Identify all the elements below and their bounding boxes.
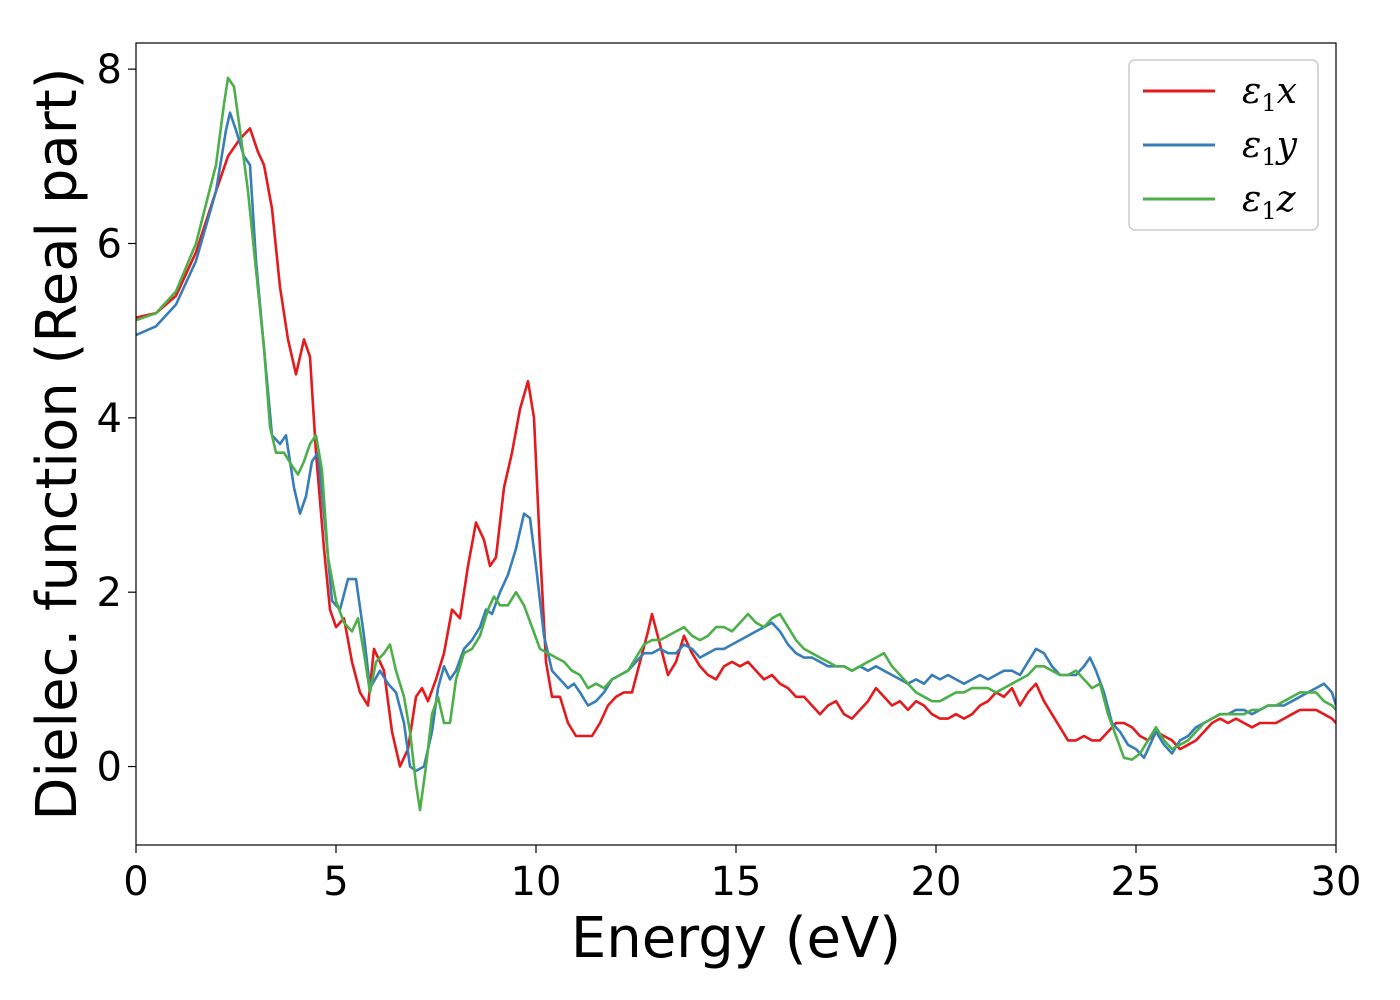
y-tick-label: 6 xyxy=(97,222,122,268)
x-tick-label: 25 xyxy=(1111,859,1162,905)
x-tick-label: 20 xyxy=(911,859,962,905)
y-tick-label: 2 xyxy=(97,570,122,616)
series-layer xyxy=(136,76,1336,812)
series-line-z xyxy=(136,76,1336,812)
y-axis: 0 2 4 6 8 xyxy=(97,47,136,791)
x-tick-label: 5 xyxy=(323,859,348,905)
x-tick-label: 10 xyxy=(511,859,562,905)
y-tick-label: 8 xyxy=(97,47,122,93)
y-axis-title: Dielec. function (Real part) xyxy=(25,67,90,820)
legend-label-y: ε1y xyxy=(1242,125,1298,171)
legend-box xyxy=(1128,59,1319,231)
x-axis-title: Energy (eV) xyxy=(571,906,901,971)
legend: ε1x ε1y ε1z xyxy=(1128,59,1319,231)
x-tick-label: 15 xyxy=(711,859,762,905)
y-tick-label: 4 xyxy=(97,396,122,442)
y-tick-label: 0 xyxy=(97,745,122,791)
legend-label-z: ε1z xyxy=(1242,179,1297,225)
x-axis: 0 5 10 15 20 25 30 xyxy=(123,845,1361,905)
x-tick-label: 0 xyxy=(123,859,148,905)
series-line-y xyxy=(136,111,1336,773)
x-tick-label: 30 xyxy=(1311,859,1362,905)
legend-label-x: ε1x xyxy=(1242,71,1297,117)
